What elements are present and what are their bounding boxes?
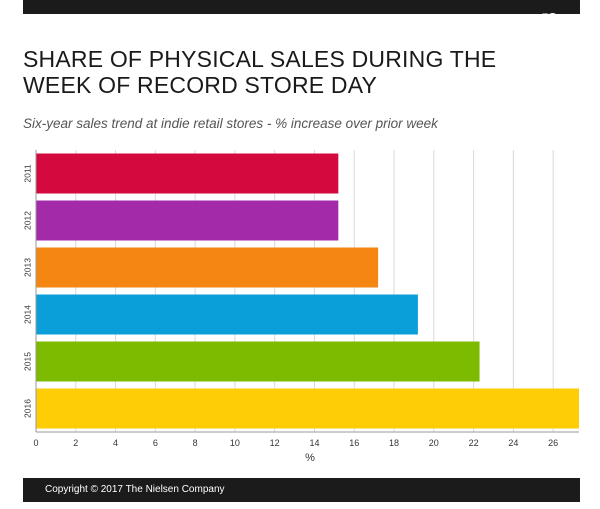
- bar-2015: [36, 341, 480, 382]
- y-tick-label: 2015: [22, 352, 32, 371]
- x-tick-label: 16: [349, 438, 359, 448]
- bar-2012: [36, 200, 339, 241]
- top-bar: [23, 0, 580, 14]
- x-tick-label: 20: [429, 438, 439, 448]
- x-tick-label: 12: [270, 438, 280, 448]
- chart-subtitle: Six-year sales trend at indie retail sto…: [23, 116, 438, 131]
- x-tick-label: 10: [230, 438, 240, 448]
- bar-2013: [36, 247, 379, 288]
- copyright-text: Copyright © 2017 The Nielsen Company: [45, 484, 225, 495]
- y-tick-label: 2012: [22, 211, 32, 230]
- y-tick-label: 2016: [22, 399, 32, 418]
- x-tick-label: 4: [113, 438, 118, 448]
- y-tick-label: 2013: [22, 258, 32, 277]
- x-tick-label: 24: [508, 438, 518, 448]
- chart-title: SHARE OF PHYSICAL SALES DURING THE WEEK …: [23, 46, 497, 98]
- x-tick-label: 26: [548, 438, 558, 448]
- nielsen-logo: n: [541, 2, 561, 37]
- x-tick-label: 6: [153, 438, 158, 448]
- x-tick-label: 2: [73, 438, 78, 448]
- bar-2011: [36, 153, 339, 194]
- x-tick-label: 22: [469, 438, 479, 448]
- x-tick-label: 18: [389, 438, 399, 448]
- x-tick-label: 14: [309, 438, 319, 448]
- y-tick-label: 2014: [22, 305, 32, 324]
- x-axis-label: %: [305, 452, 315, 464]
- bar-2016: [36, 388, 579, 429]
- x-tick-label: 8: [193, 438, 198, 448]
- y-tick-label: 2011: [22, 164, 32, 183]
- x-tick-label: 0: [33, 438, 38, 448]
- footer-bar: Copyright © 2017 The Nielsen Company: [23, 478, 580, 502]
- bar-2014: [36, 294, 418, 335]
